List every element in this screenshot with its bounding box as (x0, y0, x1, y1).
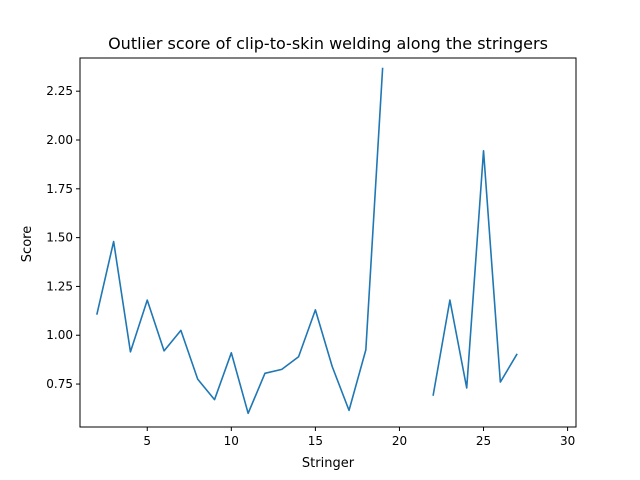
x-axis: 5 10 15 20 25 30 (143, 427, 575, 448)
x-tick-label: 20 (392, 434, 407, 448)
series-layer (96, 67, 518, 415)
x-tick-label: 5 (143, 434, 151, 448)
y-tick-label: 1.75 (46, 182, 73, 196)
y-tick-label: 0.75 (46, 377, 73, 391)
y-tick-label: 1.00 (46, 328, 73, 342)
plot-area (79, 57, 577, 428)
y-axis: 0.75 1.00 1.25 1.50 1.75 2.00 2.25 (46, 84, 80, 391)
series-line-0 (96, 67, 518, 415)
chart-title: Outlier score of clip-to-skin welding al… (108, 34, 548, 53)
y-axis-label: Score (20, 226, 35, 262)
y-tick-label: 1.50 (46, 231, 73, 245)
plot-frame (79, 57, 577, 428)
y-tick-label: 1.25 (46, 279, 73, 293)
x-tick-label: 10 (224, 434, 239, 448)
x-axis-label: Stringer (302, 456, 355, 471)
y-tick-label: 2.25 (46, 84, 73, 98)
x-tick-label: 30 (560, 434, 575, 448)
x-tick-label: 15 (308, 434, 323, 448)
y-tick-label: 2.00 (46, 133, 73, 147)
x-tick-label: 25 (476, 434, 491, 448)
